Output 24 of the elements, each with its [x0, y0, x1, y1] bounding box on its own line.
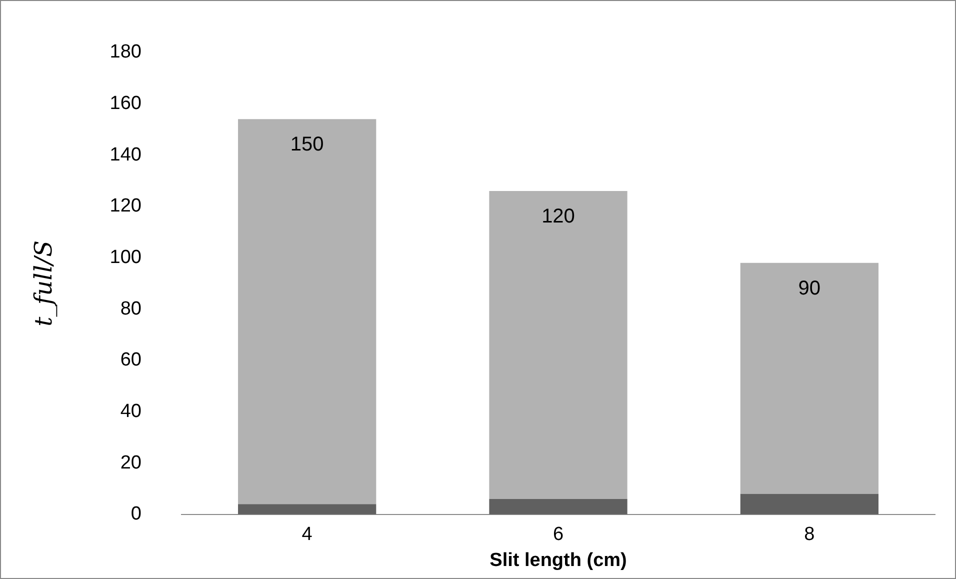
bar	[238, 504, 376, 514]
y-tick-label: 80	[120, 298, 142, 320]
y-tick-label: 160	[110, 92, 142, 114]
y-tick-label: 60	[120, 350, 142, 371]
bar	[238, 119, 376, 504]
y-tick-label: 180	[110, 42, 142, 63]
bar	[489, 191, 628, 499]
y-tick-label: 20	[120, 452, 142, 474]
y-axis-title: t_full/S	[30, 240, 58, 326]
bar	[489, 499, 628, 514]
data-label: 120	[542, 206, 575, 228]
y-tick-label: 40	[120, 400, 142, 422]
bar	[740, 494, 878, 514]
data-label: 90	[798, 277, 821, 300]
bar	[740, 262, 878, 494]
y-tick-label: 140	[110, 144, 142, 166]
x-axis-title: Slit length (cm)	[490, 550, 627, 571]
x-tick-label: 6	[552, 524, 564, 546]
y-tick-label: 100	[110, 246, 142, 268]
data-label: 150	[290, 134, 324, 156]
y-tick-label: 0	[130, 504, 142, 525]
y-tick-label: 120	[110, 196, 142, 217]
x-tick-label: 4	[302, 524, 313, 546]
x-tick-label: 8	[804, 524, 815, 546]
